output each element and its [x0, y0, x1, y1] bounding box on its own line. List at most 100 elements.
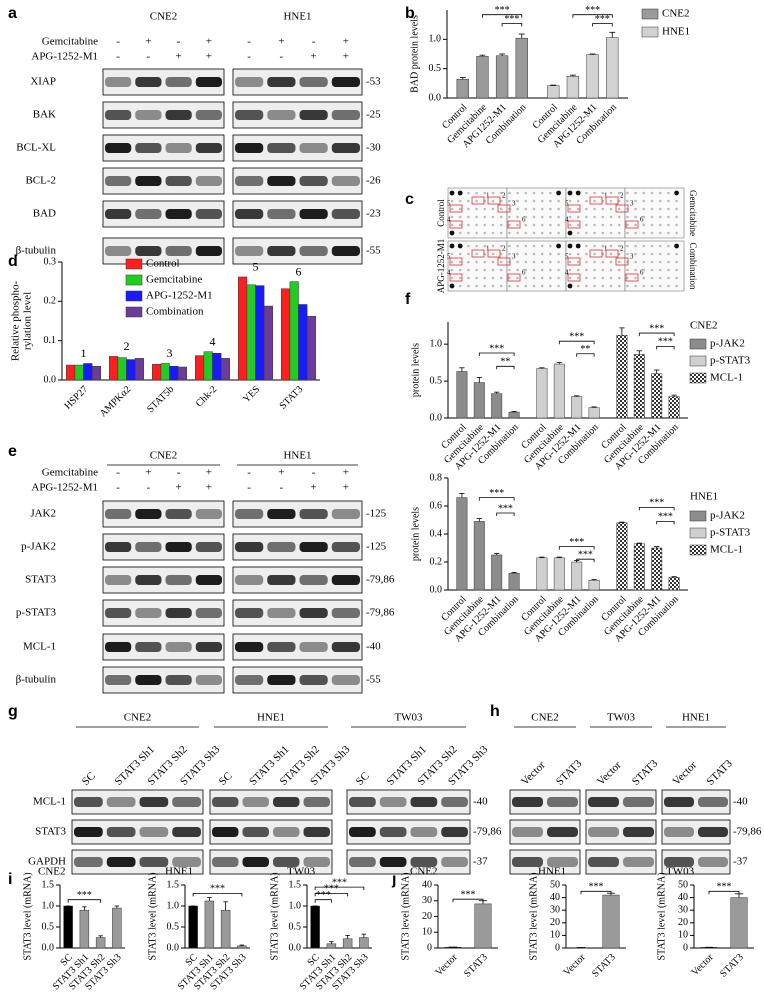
significance-label: ***: [589, 882, 604, 893]
significance-label: ***: [210, 884, 225, 895]
array-spot: [667, 231, 670, 235]
x-tick-label: STAT3: [590, 952, 618, 980]
band: [165, 542, 192, 552]
array-spot: [458, 268, 462, 272]
y-axis-label: STAT3 level (mRNA): [22, 872, 33, 960]
array-spot: [609, 260, 613, 264]
legend-label: p-JAK2: [710, 338, 745, 350]
y-tick-label: 0.0: [289, 942, 302, 953]
panel-label: e: [8, 443, 17, 460]
array-spot: [568, 215, 572, 219]
band: [267, 110, 296, 120]
y-tick-label: 0.3: [44, 256, 57, 267]
blot-group: CNE2: [531, 712, 559, 724]
array-spot: [667, 276, 670, 280]
y-tick-label: 0.0: [430, 584, 443, 595]
spot-number: 1: [486, 245, 490, 253]
bar: [668, 577, 680, 591]
spot-box: [449, 204, 463, 213]
mw-marker: -55: [366, 674, 381, 686]
band: [235, 542, 264, 552]
significance-label: ***: [658, 512, 673, 523]
array-spot: [508, 244, 511, 248]
blot-group: HNE1: [682, 712, 710, 724]
array-spot: [557, 284, 560, 288]
bar: [326, 943, 337, 949]
array-spot: [532, 268, 536, 272]
array-spot: [642, 268, 646, 272]
array-spot: [540, 215, 544, 219]
group-number: 5: [253, 260, 259, 274]
y-tick-label: 20: [422, 911, 432, 922]
array-spot: [467, 207, 470, 211]
y-tick-label: 1.0: [430, 338, 443, 349]
array-spot: [650, 191, 654, 195]
array-spot: [667, 215, 670, 219]
spot-number: 6: [640, 216, 644, 224]
band: [299, 642, 328, 652]
array-spot: [557, 199, 560, 203]
group-number: 3: [167, 346, 173, 360]
significance-label: ***: [578, 549, 593, 560]
band: [235, 509, 264, 519]
spot-number: 5: [565, 253, 569, 261]
protein-label: p-JAK2: [21, 541, 56, 553]
spot-number: 1: [486, 192, 490, 200]
y-tick-label: 40: [550, 892, 560, 903]
band: [135, 246, 162, 256]
band: [331, 209, 360, 219]
array-spot: [642, 231, 646, 235]
band: [105, 542, 132, 552]
array-spot: [568, 268, 572, 272]
array-spot: [601, 268, 605, 272]
array-spot: [585, 191, 588, 195]
bar: [495, 55, 509, 99]
treatment-sign: +: [343, 51, 349, 63]
chart-title: TW03: [287, 866, 316, 878]
array-spot: [508, 199, 511, 203]
array-spot: [634, 268, 637, 272]
panel-label: f: [405, 291, 411, 308]
y-axis-label: STAT3 level (mRNA): [147, 872, 158, 960]
lane-label: Vector: [519, 759, 548, 788]
band: [235, 246, 264, 256]
array-spot: [549, 223, 552, 227]
bar: [508, 411, 520, 419]
band: [698, 827, 728, 837]
significance-bracket: [478, 497, 515, 501]
bar: [515, 37, 528, 99]
band: [212, 827, 239, 837]
band: [441, 797, 468, 807]
array-spot: [593, 260, 596, 264]
treatment-sign: +: [343, 36, 349, 48]
bar: [571, 561, 583, 591]
array-spot: [585, 215, 588, 219]
protein-label: MCL-1: [23, 641, 56, 653]
spot-number: 5: [447, 253, 451, 261]
lane-label: Vector: [670, 759, 699, 788]
band: [105, 575, 132, 585]
array-spot: [675, 268, 678, 272]
array-spot: [634, 284, 637, 288]
bar: [79, 909, 90, 949]
array-spot: [475, 199, 478, 203]
band: [135, 575, 162, 585]
array-spot: [658, 231, 662, 235]
spot-number: 2: [502, 245, 506, 253]
band: [165, 675, 192, 685]
array-spot: [524, 223, 528, 227]
spot-box: [605, 249, 619, 258]
array-tile: [624, 187, 685, 239]
array-spot: [585, 260, 588, 264]
band: [349, 857, 376, 867]
array-spot: [499, 215, 503, 219]
significance-label: ***: [569, 331, 584, 342]
array-spot: [524, 268, 528, 272]
chart-title: TW03: [666, 866, 695, 878]
array-spot: [549, 207, 552, 211]
spot-box: [605, 196, 619, 205]
band: [135, 209, 162, 219]
array-spot: [609, 276, 613, 280]
band: [195, 143, 222, 153]
significance-bracket: [496, 365, 515, 370]
